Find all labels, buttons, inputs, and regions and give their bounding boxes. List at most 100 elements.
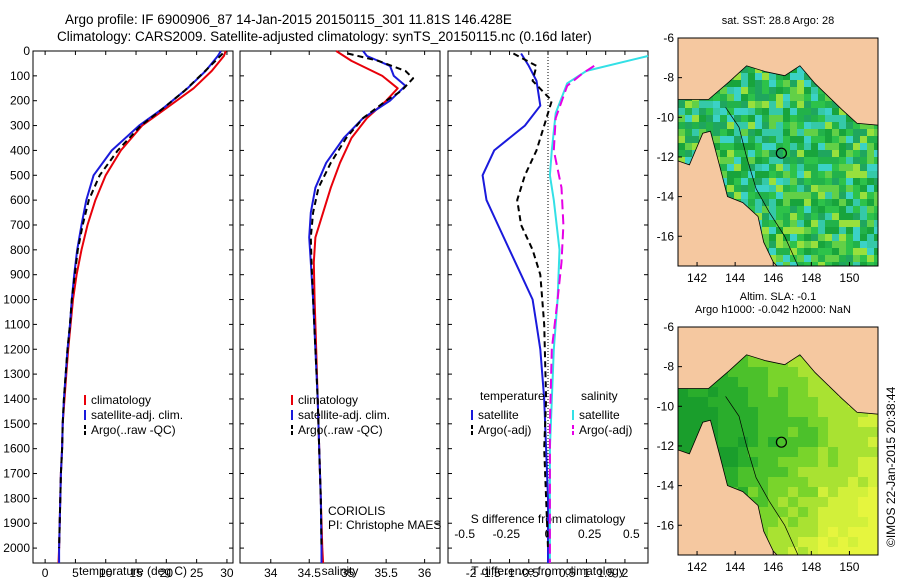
map-cell (797, 234, 804, 241)
map-cell (769, 101, 776, 108)
map-cell (867, 150, 874, 157)
map-cell (748, 164, 755, 171)
map-cell (797, 122, 804, 129)
map-cell (748, 206, 755, 213)
map-cell (699, 115, 706, 122)
map-cell (811, 185, 818, 192)
map-cell (748, 143, 755, 150)
map-cell (838, 397, 848, 407)
map-cell (798, 447, 808, 457)
map-cell (818, 487, 828, 497)
map-cell (685, 157, 692, 164)
map-cell (839, 150, 846, 157)
map-cell (804, 220, 811, 227)
map-cell (811, 94, 818, 101)
y-tick-label: 400 (10, 143, 30, 157)
map-cell (778, 417, 788, 427)
map-cell (797, 185, 804, 192)
map-cell (846, 157, 853, 164)
map-cell (728, 367, 738, 377)
x-tick-label-temperature: 0 (42, 566, 49, 580)
map-cell (874, 143, 878, 150)
map-cell (808, 507, 818, 517)
map-cell (797, 213, 804, 220)
map-cell (713, 122, 720, 129)
map-cell (762, 94, 769, 101)
map-cell (832, 115, 839, 122)
map-cell (769, 157, 776, 164)
map-cell (708, 397, 718, 407)
map-cell (755, 87, 762, 94)
map-cell (818, 87, 825, 94)
map-cell (860, 248, 867, 255)
map-cell (858, 487, 868, 497)
y-tick-label: 1400 (3, 392, 30, 406)
map-cell (818, 427, 828, 437)
map-cell (839, 157, 846, 164)
map-cell (848, 517, 858, 527)
map-cell (860, 122, 867, 129)
map-cell (853, 227, 860, 234)
map-cell (853, 164, 860, 171)
map-cell (741, 150, 748, 157)
map-cell (867, 227, 874, 234)
map-subtitle: Argo h1000: -0.042 h2000: NaN (695, 304, 851, 316)
map-cell (762, 101, 769, 108)
map-cell (755, 185, 762, 192)
map-cell (748, 122, 755, 129)
map-cell (839, 192, 846, 199)
map-cell (790, 262, 797, 266)
map-cell (769, 227, 776, 234)
map-cell (788, 407, 798, 417)
map-cell (867, 157, 874, 164)
map-cell (846, 213, 853, 220)
map-cell (776, 248, 783, 255)
y-tick-label: 1100 (4, 317, 30, 331)
map-cell (838, 547, 848, 555)
map-cell (769, 255, 776, 262)
map-cell (769, 136, 776, 143)
map-cell (748, 397, 758, 407)
map-cell (874, 227, 878, 234)
map-cell (748, 115, 755, 122)
map-cell (762, 108, 769, 115)
map-cell (846, 136, 853, 143)
map-cell (860, 234, 867, 241)
map-cell (828, 477, 838, 487)
map-cell (853, 199, 860, 206)
map-cell (688, 437, 698, 447)
map-cell (776, 136, 783, 143)
map-cell (768, 387, 778, 397)
map-cell (811, 248, 818, 255)
map-cell (858, 517, 868, 527)
map-frame (677, 37, 879, 267)
y-tick-label: 1200 (3, 342, 30, 356)
map-cell (867, 122, 874, 129)
map-cell (678, 417, 688, 427)
map-cell (818, 150, 825, 157)
map-cell (790, 101, 797, 108)
map-cell (727, 178, 734, 185)
map-cell (811, 178, 818, 185)
map-cell (804, 192, 811, 199)
map-cell (839, 220, 846, 227)
map-cell (848, 437, 858, 447)
map-cell (769, 220, 776, 227)
map-cell (778, 537, 788, 547)
map-cell (790, 206, 797, 213)
map-cell (748, 136, 755, 143)
map-cell (798, 397, 808, 407)
map-cell (811, 143, 818, 150)
map-cell (708, 417, 718, 427)
map-cell (728, 427, 738, 437)
map-cell (839, 248, 846, 255)
map-cell (867, 213, 874, 220)
map-cell (828, 407, 838, 417)
s-tick-label: 0.5 (623, 527, 640, 541)
map-cell (734, 115, 741, 122)
map-cell (738, 447, 748, 457)
map-cell (783, 73, 790, 80)
map-cell (685, 108, 692, 115)
map-cell (797, 94, 804, 101)
map-cell (798, 417, 808, 427)
